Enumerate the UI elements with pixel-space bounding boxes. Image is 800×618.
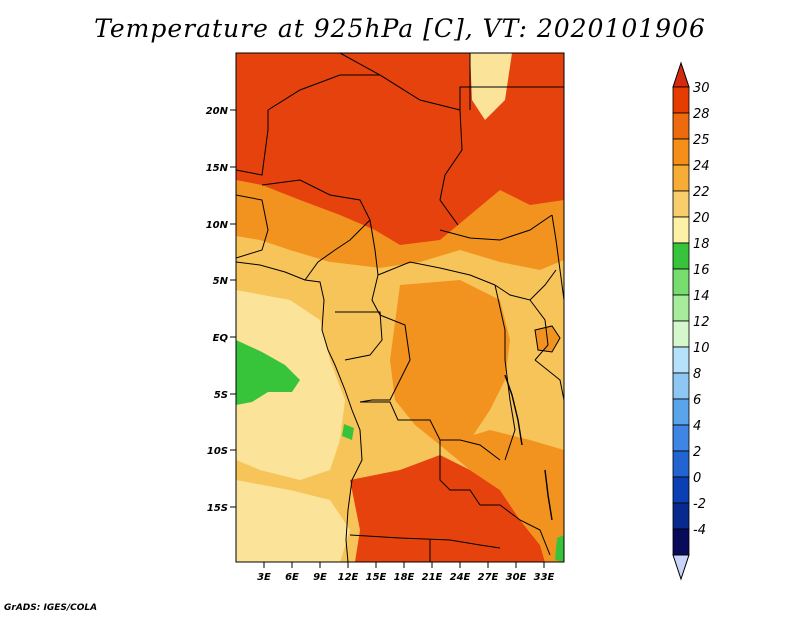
colorbar-label: 2 — [693, 445, 701, 460]
colorbar-label: 22 — [693, 185, 710, 200]
colorbar-label: 18 — [693, 237, 710, 252]
border-zambia-south — [480, 504, 551, 556]
colorbar-bin — [672, 216, 690, 244]
colorbar-bin — [672, 138, 690, 166]
colorbar-bin — [672, 242, 690, 270]
colorbar-bin — [672, 268, 690, 296]
colorbar-bin — [672, 164, 690, 192]
border-gabon — [335, 311, 383, 361]
lat-label: 15S — [207, 503, 228, 514]
lon-label: 33E — [534, 572, 555, 583]
border-chad-sudan — [439, 109, 463, 226]
lon-label: 12E — [338, 572, 359, 583]
lake-malawi — [544, 469, 553, 521]
country-borders — [236, 53, 564, 562]
colorbar-under-triangle — [672, 554, 690, 581]
colorbar-label: 6 — [693, 393, 701, 408]
colorbar-label: -2 — [693, 497, 706, 512]
map-frame — [235, 52, 565, 563]
coastline-west — [236, 261, 363, 562]
border-tanzania — [534, 359, 564, 401]
field-green-se — [555, 535, 564, 562]
lat-label: 10S — [207, 446, 228, 457]
colorbar-bin — [672, 476, 690, 504]
field-green-atlantic — [236, 340, 300, 405]
field-congo-warm — [390, 280, 510, 445]
colorbar-label: 16 — [693, 263, 710, 278]
lat-label: 20N — [206, 106, 229, 117]
border-niger-chad — [267, 74, 380, 111]
lon-label: 3E — [257, 572, 271, 583]
temperature-field — [236, 53, 564, 562]
colorbar-bin — [672, 190, 690, 218]
lat-axis: 20N 15N 10N 5N EQ 5S 10S 15S — [206, 106, 236, 514]
colorbar-over-triangle — [672, 61, 690, 88]
colorbar-label: 25 — [693, 133, 710, 148]
lat-label: 15N — [206, 163, 229, 174]
border-west-small — [236, 194, 269, 259]
border-uganda-kenya — [529, 299, 549, 361]
lon-label: 30E — [506, 572, 527, 583]
colorbar-bin — [672, 112, 690, 140]
lon-label: 6E — [285, 572, 299, 583]
colorbar-label: 8 — [693, 367, 701, 382]
colorbar-label: 4 — [693, 419, 701, 434]
border-egypt-sudan — [459, 86, 564, 110]
colorbar-bin — [672, 502, 690, 530]
colorbar-bin — [672, 346, 690, 374]
lon-label: 9E — [313, 572, 327, 583]
grads-credit: GrADS: IGES/COLA — [4, 603, 98, 613]
border-congo-drc — [359, 314, 411, 403]
lon-label: 18E — [394, 572, 415, 583]
colorbar-label: 12 — [693, 315, 710, 330]
lon-label: 15E — [366, 572, 387, 583]
colorbar-label: 14 — [693, 289, 710, 304]
colorbar-bin — [672, 398, 690, 426]
colorbar-label: 30 — [693, 81, 710, 96]
colorbar-bin — [672, 528, 690, 556]
border-libya-chad — [339, 53, 461, 111]
border-ethiopia — [551, 214, 564, 301]
colorbar-label: 10 — [693, 341, 710, 356]
border-niger-nigeria — [236, 110, 269, 176]
border-angola-zambia — [439, 440, 481, 506]
border-namibia — [349, 534, 501, 549]
colorbar-bin — [672, 294, 690, 322]
border-car-south — [377, 261, 496, 286]
lon-label: 24E — [450, 572, 471, 583]
lat-label: EQ — [213, 333, 229, 344]
colorbar-label: 24 — [693, 159, 710, 174]
chart-title: Temperature at 925hPa [C], VT: 202010190… — [94, 14, 706, 43]
colorbar-label: 28 — [693, 107, 710, 122]
field-south-hot — [350, 455, 545, 562]
lon-axis: 3E 6E 9E 12E 15E 18E 21E 24E 27E 30E 33E — [257, 562, 555, 583]
colorbar-label: -4 — [693, 523, 706, 538]
field-south-warm — [440, 430, 564, 562]
border-drc-east — [494, 284, 516, 461]
border-drc-angola — [360, 401, 501, 461]
lat-label: 10N — [206, 220, 229, 231]
colorbar-bin — [672, 372, 690, 400]
colorbar-label: 0 — [693, 471, 701, 486]
colorbar-bin — [672, 450, 690, 478]
field-east-hot — [500, 53, 564, 200]
colorbar-label: 20 — [693, 211, 710, 226]
lon-label: 27E — [478, 572, 499, 583]
colorbar-bin — [672, 424, 690, 452]
field-green-angola — [342, 424, 354, 440]
border-sudan-ss — [439, 214, 553, 241]
field-sw-cool — [236, 480, 350, 562]
lon-label: 21E — [422, 572, 443, 583]
colorbar-bin — [672, 320, 690, 348]
lat-label: 5N — [213, 276, 229, 287]
lat-label: 5S — [214, 390, 228, 401]
colorbar-bin — [672, 86, 690, 114]
